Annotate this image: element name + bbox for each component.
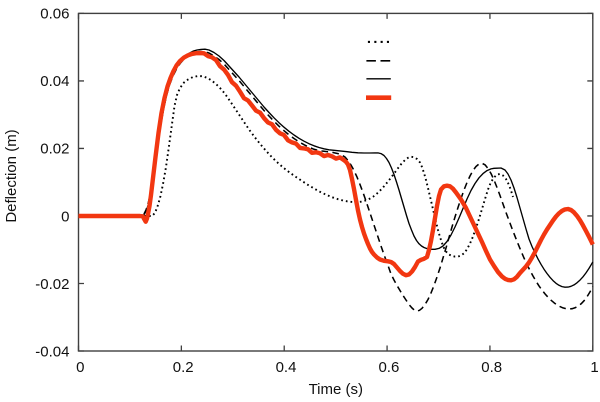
svg-text:Deflection (m): Deflection (m)	[3, 129, 20, 222]
svg-text:0.06: 0.06	[40, 6, 69, 23]
svg-text:0: 0	[61, 208, 69, 225]
svg-text:Time (s): Time (s)	[309, 381, 363, 398]
svg-text:0.8: 0.8	[481, 359, 502, 376]
svg-text:0.6: 0.6	[378, 359, 399, 376]
svg-text:-0.04: -0.04	[35, 343, 69, 360]
svg-text:0.02: 0.02	[40, 141, 69, 158]
svg-text:0.4: 0.4	[276, 359, 297, 376]
svg-text:0.2: 0.2	[173, 359, 194, 376]
svg-text:1: 1	[590, 359, 598, 376]
svg-text:0.04: 0.04	[40, 73, 69, 90]
svg-text:-0.02: -0.02	[35, 276, 69, 293]
svg-text:0: 0	[76, 359, 84, 376]
